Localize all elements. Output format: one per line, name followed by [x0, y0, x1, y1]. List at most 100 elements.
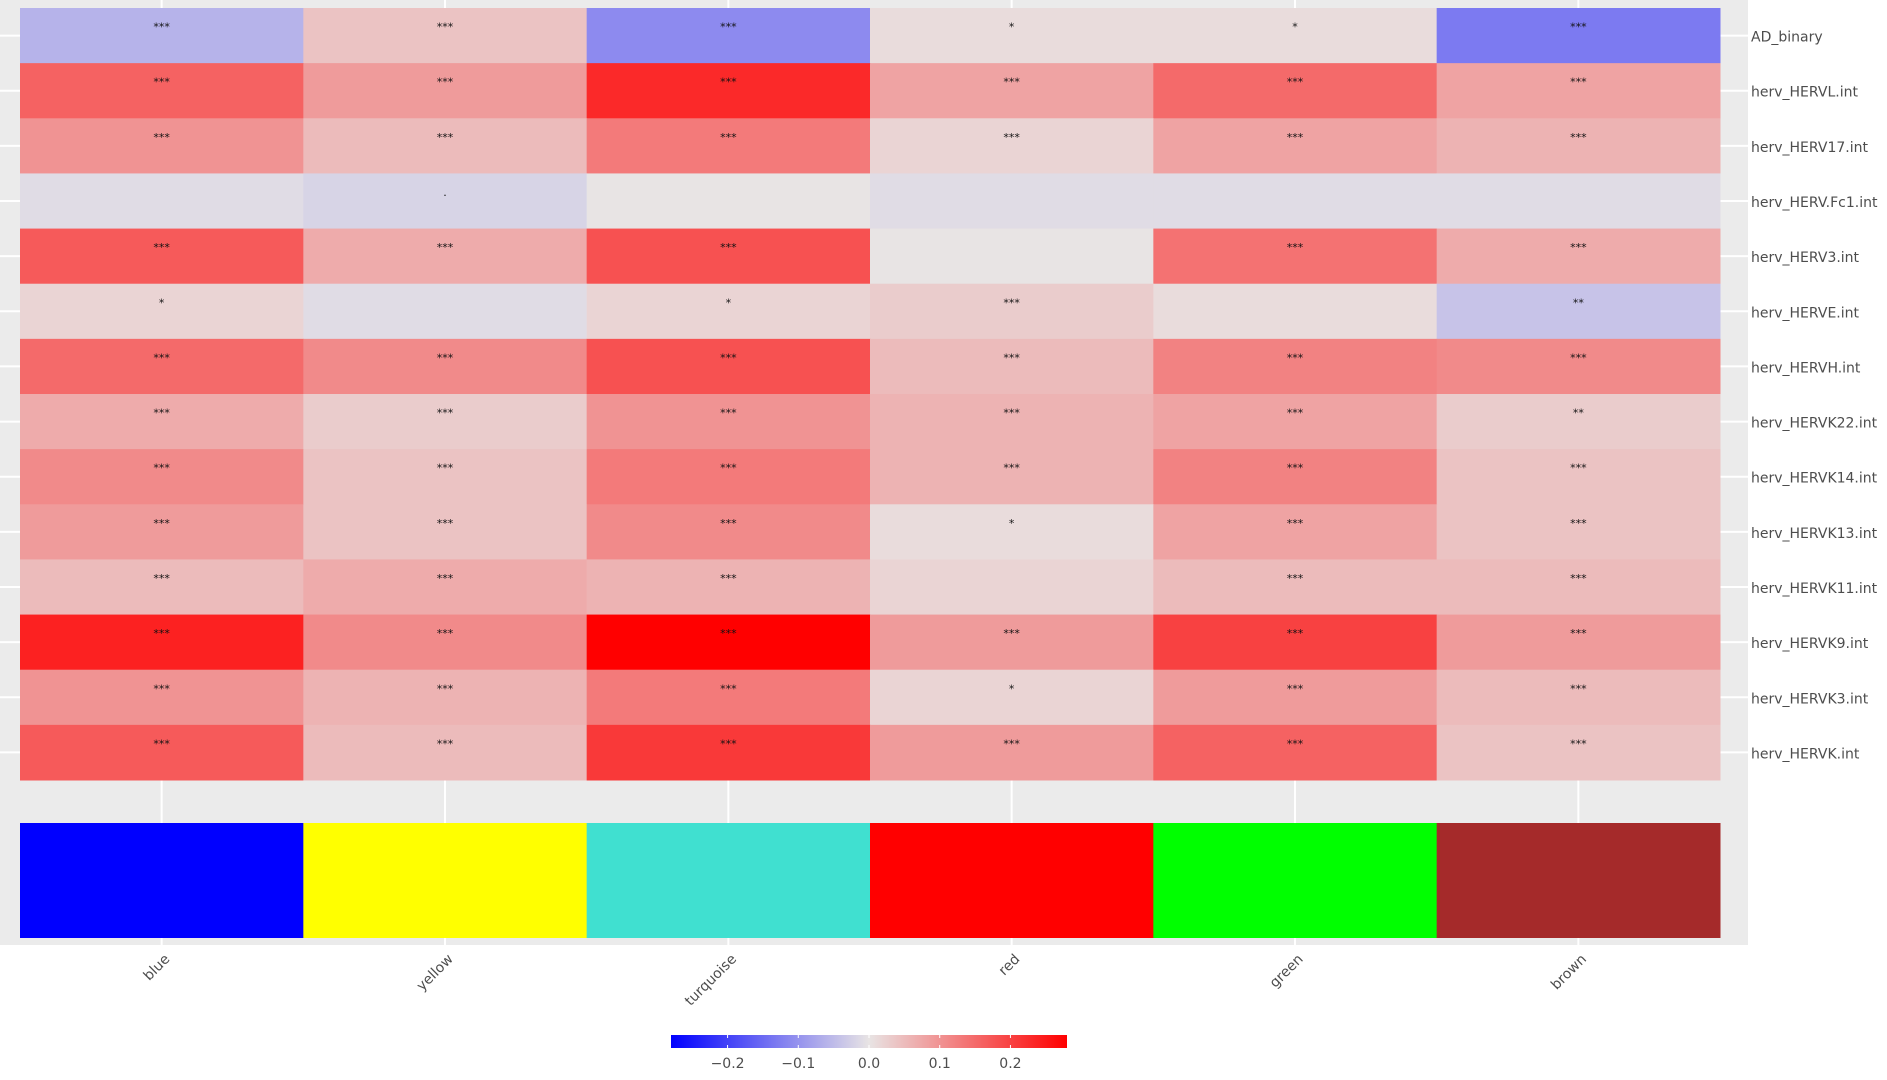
significance-label: ***	[720, 407, 737, 420]
y-tick-label: herv_HERVK9.int	[1751, 636, 1869, 652]
heatmap-cell	[1436, 8, 1721, 64]
heatmap-cell	[1436, 394, 1721, 450]
significance-label: ***	[1003, 76, 1020, 89]
significance-label: ***	[1287, 462, 1304, 475]
module-color-strip	[1436, 823, 1721, 938]
significance-label: ***	[720, 21, 737, 34]
y-tick-label: herv_HERV3.int	[1751, 250, 1860, 266]
y-tick-label: herv_HERV.Fc1.int	[1751, 195, 1878, 211]
heatmap-cell	[20, 614, 304, 671]
heatmap-cell	[1153, 504, 1438, 560]
heatmap-cell	[1153, 559, 1438, 616]
heatmap-cell	[1436, 504, 1721, 560]
significance-label: ***	[153, 351, 170, 364]
heatmap-cell	[1153, 614, 1438, 671]
heatmap-cell	[303, 504, 588, 560]
significance-label: ***	[437, 241, 454, 254]
significance-label: ***	[1003, 462, 1020, 475]
significance-label: ***	[1570, 682, 1587, 695]
heatmap-cell	[1436, 669, 1721, 726]
significance-label: ***	[153, 241, 170, 254]
heatmap-cell	[870, 504, 1154, 560]
heatmap-cell	[586, 228, 871, 285]
significance-label: ***	[437, 407, 454, 420]
heatmap-cell	[870, 338, 1154, 395]
significance-label: ***	[720, 737, 737, 750]
y-tick-label: herv_HERVL.int	[1751, 85, 1858, 101]
significance-label: ***	[1003, 627, 1020, 640]
significance-label: ***	[720, 76, 737, 89]
heatmap-cell	[1153, 338, 1438, 395]
significance-label: ***	[437, 76, 454, 89]
colorbar-tick-label: 0.1	[929, 1056, 951, 1072]
heatmap-cell	[303, 669, 588, 726]
heatmap-cell	[586, 504, 871, 560]
significance-label: ***	[437, 517, 454, 530]
significance-label: ***	[437, 462, 454, 475]
heatmap-cell	[586, 614, 871, 671]
heatmap-cell	[870, 283, 1154, 340]
heatmap-cell	[20, 724, 304, 781]
significance-label: ***	[153, 627, 170, 640]
significance-label: ***	[1570, 517, 1587, 530]
heatmap-cell	[586, 283, 871, 340]
significance-label: ***	[1570, 76, 1587, 89]
significance-label: ***	[1287, 682, 1304, 695]
heatmap-cell	[303, 614, 588, 671]
significance-label: ***	[1287, 737, 1304, 750]
significance-label: ***	[1003, 296, 1020, 309]
heatmap-cell	[1436, 614, 1721, 671]
y-tick-label: herv_HERVK13.int	[1751, 526, 1878, 542]
heatmap-cell	[1436, 449, 1721, 505]
significance-label: ***	[1287, 517, 1304, 530]
heatmap-cell	[1436, 283, 1721, 340]
significance-label: ***	[153, 131, 170, 144]
heatmap-cell	[20, 504, 304, 560]
significance-label: ***	[720, 517, 737, 530]
heatmap-cell	[586, 559, 871, 616]
heatmap-cell	[586, 394, 871, 450]
heatmap-cell	[1436, 63, 1721, 119]
heatmap-cell	[1436, 724, 1721, 781]
significance-label: ***	[1287, 572, 1304, 585]
x-tick-label: green	[1267, 951, 1307, 991]
significance-label: ***	[153, 517, 170, 530]
x-tick-label: red	[996, 951, 1024, 979]
module-color-strip	[20, 823, 304, 938]
heatmap-cell	[586, 338, 871, 395]
heatmap-cell	[1436, 338, 1721, 395]
heatmap-cell	[20, 394, 304, 450]
significance-label: *	[1009, 517, 1015, 530]
heatmap-cell	[1153, 724, 1438, 781]
significance-label: ***	[437, 572, 454, 585]
heatmap-cell	[303, 283, 588, 340]
heatmap-cell	[303, 559, 588, 616]
significance-label: ***	[153, 21, 170, 34]
significance-label: ***	[720, 572, 737, 585]
y-tick-label: herv_HERVH.int	[1751, 360, 1861, 376]
x-tick-label: turquoise	[682, 951, 740, 1009]
heatmap-cell	[1153, 283, 1438, 340]
heatmap-cell	[870, 669, 1154, 726]
significance-label: ***	[720, 627, 737, 640]
heatmap-cell	[20, 449, 304, 505]
significance-label: ***	[437, 131, 454, 144]
colorbar-tick-label: −0.1	[781, 1056, 815, 1072]
heatmap-cell	[20, 338, 304, 395]
significance-label: ***	[1570, 627, 1587, 640]
heatmap-cell	[586, 449, 871, 505]
significance-label: ***	[1287, 76, 1304, 89]
heatmap-cell	[1436, 559, 1721, 616]
significance-label: ***	[720, 462, 737, 475]
heatmap-cell	[586, 63, 871, 119]
y-tick-label: herv_HERVK14.int	[1751, 471, 1878, 487]
heatmap-cell	[870, 228, 1154, 285]
significance-label: ***	[153, 76, 170, 89]
y-tick-label: herv_HERVK.int	[1751, 746, 1860, 762]
significance-label: ***	[1003, 131, 1020, 144]
heatmap-cell	[20, 173, 304, 230]
significance-label: ***	[153, 572, 170, 585]
heatmap-cell	[870, 614, 1154, 671]
heatmap-cell	[870, 559, 1154, 616]
significance-label: *	[1009, 21, 1015, 34]
